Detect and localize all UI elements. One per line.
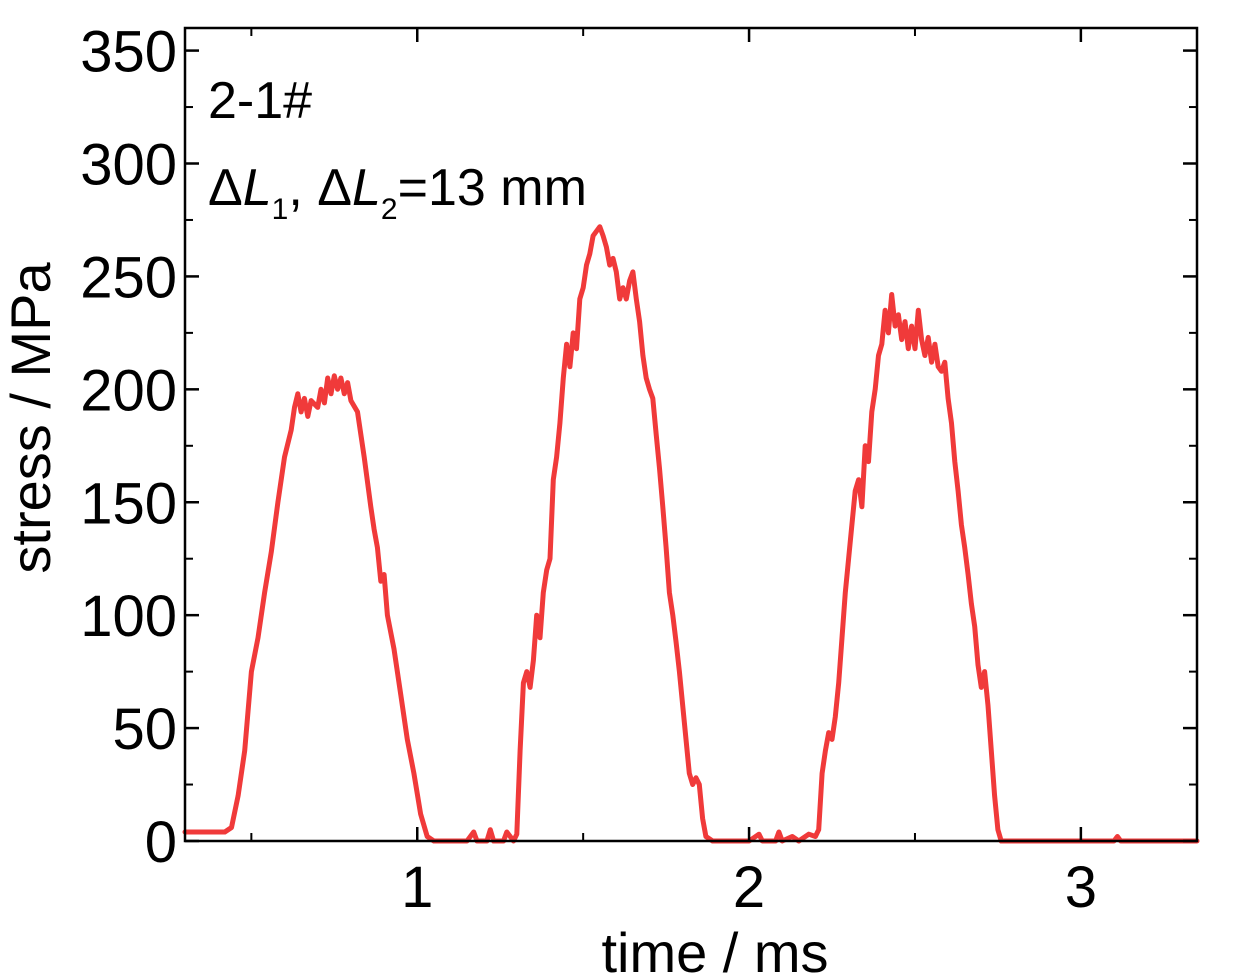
annotation-text: ΔL1, ΔL2=13 mm	[208, 159, 587, 226]
y-tick-label: 150	[80, 471, 177, 536]
y-tick-labels: 0 50 100 150 200 250 300 350	[80, 20, 177, 875]
y-tick-label: 200	[80, 358, 177, 423]
annotation-text: 2-1#	[208, 72, 312, 130]
chart-annotations: 2-1# ΔL1, ΔL2=13 mm	[208, 72, 587, 226]
x-tick-label: 1	[401, 855, 433, 920]
x-axis-label: time / ms	[601, 921, 828, 975]
y-axis-label: stress / MPa	[0, 262, 62, 574]
axis-ticks	[185, 28, 1197, 843]
y-tick-label: 300	[80, 133, 177, 198]
y-tick-label: 250	[80, 245, 177, 310]
x-tick-labels: 1 2 3	[401, 855, 1097, 920]
y-tick-label: 50	[112, 697, 177, 762]
y-tick-label: 0	[145, 810, 177, 875]
plot-frame	[183, 26, 1199, 843]
series-line-stress	[182, 224, 1200, 844]
x-tick-label: 3	[1065, 855, 1097, 920]
x-tick-label: 2	[733, 855, 765, 920]
y-tick-label: 100	[80, 584, 177, 649]
y-tick-label: 350	[80, 20, 177, 85]
